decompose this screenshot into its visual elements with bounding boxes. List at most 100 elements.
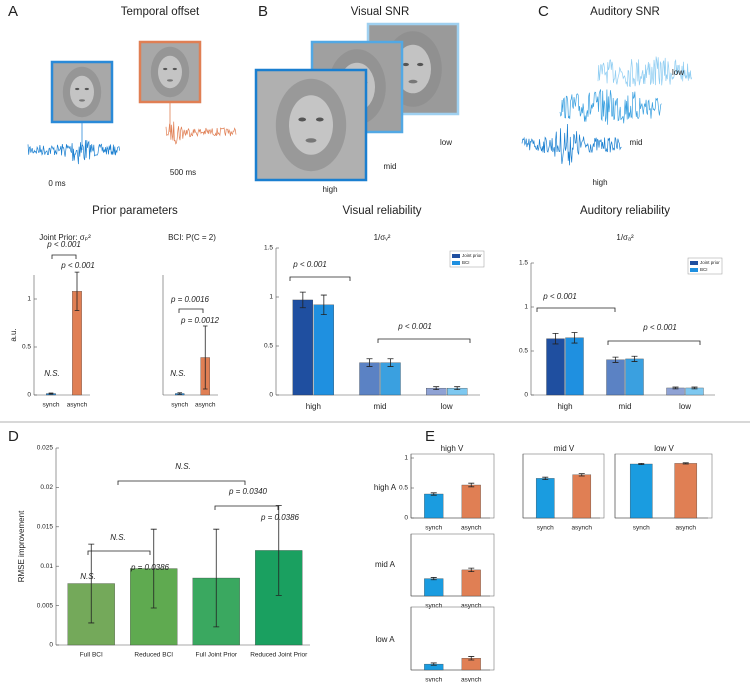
y-tick-label: 1 [27,296,31,303]
error-bar [552,333,559,345]
column-label: mid V [554,444,575,453]
error-bar [213,528,220,628]
column-label: high V [441,444,464,453]
x-tick-label: high [557,402,572,411]
y-tick-label: 0.005 [37,602,54,609]
bar [292,299,313,396]
y-tick-label: 0.025 [37,445,54,452]
significance-bracket [214,505,279,510]
error-bar [682,462,689,465]
x-tick-label: asynch [461,677,482,682]
legend-swatch [690,261,698,265]
row-label: high A [374,483,397,492]
bar [313,304,334,396]
eye [84,87,89,91]
waveform [521,123,622,166]
significance-bracket [377,338,471,343]
legend-label: Joint prior [700,260,720,265]
plot-frame [614,453,713,519]
snr-label: low [672,68,684,77]
bar [572,474,592,519]
eye [172,67,177,71]
y-axis-label: RMSE improvement [17,510,26,582]
eye [75,87,80,91]
error-bar [638,463,645,465]
plot-frame [410,606,495,671]
legend-swatch [690,268,698,272]
x-tick-label: high [306,402,321,411]
row-label: low A [375,635,395,644]
bar [565,337,584,396]
y-tick-label: 0 [49,642,53,649]
error-bar [672,386,679,390]
error-bar [433,386,440,391]
y-tick-label: 0.015 [37,524,54,531]
panel-letter: E [425,428,435,445]
error-bar [454,386,461,391]
panel-letter: D [8,428,19,445]
panel-letter: C [538,3,549,20]
y-tick-label: 0.5 [22,344,31,351]
snr-label: mid [384,162,397,171]
x-tick-label: asynch [195,402,216,409]
error-bar [48,392,54,395]
bar [380,362,401,396]
legend-swatch [452,261,460,265]
legend-label: BCI [462,260,470,265]
error-bar [542,476,549,480]
significance-bracket [178,308,204,313]
error-bar [578,473,585,477]
x-tick-label: synch [633,525,650,532]
legend-label: BCI [700,267,708,272]
x-tick-label: Full BCI [80,652,103,659]
error-bar [430,662,437,666]
snr-label: high [322,185,337,194]
error-bar [571,332,578,344]
error-bar [691,386,698,390]
eye [163,67,168,71]
x-tick-label: mid [374,402,387,411]
x-tick-label: synch [537,525,554,532]
waveform [27,140,121,165]
bar [625,358,644,396]
annotation: p < 0.001 [397,322,432,331]
chart-title: Visual reliability [342,205,421,217]
y-tick-label: 1.5 [264,245,273,252]
error-bar [88,543,95,624]
significance-bracket [117,480,246,485]
annotation: N.S. [170,369,186,378]
x-tick-label: mid [619,402,632,411]
significance-bracket [289,276,351,281]
error-bar [320,294,327,316]
error-bar [430,492,437,496]
y-tick-label: 0.01 [40,563,53,570]
column-label: low V [654,444,674,453]
error-bar [468,567,475,573]
error-bar [387,358,394,367]
waveform [559,89,662,125]
y-tick-label: 0 [404,515,408,522]
annotation: p < 0.001 [292,260,327,269]
snr-label: high [592,178,607,187]
x-tick-label: asynch [67,402,88,409]
y-tick-label: 1 [269,294,273,301]
bar [461,484,481,519]
panel-letter: A [8,3,18,20]
face [70,75,94,109]
bar [546,338,565,396]
error-bar [150,528,157,609]
mouth [79,99,85,102]
chart-title: Joint Prior: σₚ² [39,233,91,242]
y-tick-label: 0.5 [264,343,273,350]
offset-label: 500 ms [170,168,196,177]
error-bar [74,271,80,311]
annotation: N.S. [44,369,60,378]
bar [424,493,444,519]
eye [402,62,409,67]
annotation: p < 0.001 [542,292,577,301]
error-bar [430,577,437,581]
plot-frame [410,453,495,519]
bar [424,578,444,597]
bar [674,463,698,519]
error-bar [202,325,208,390]
